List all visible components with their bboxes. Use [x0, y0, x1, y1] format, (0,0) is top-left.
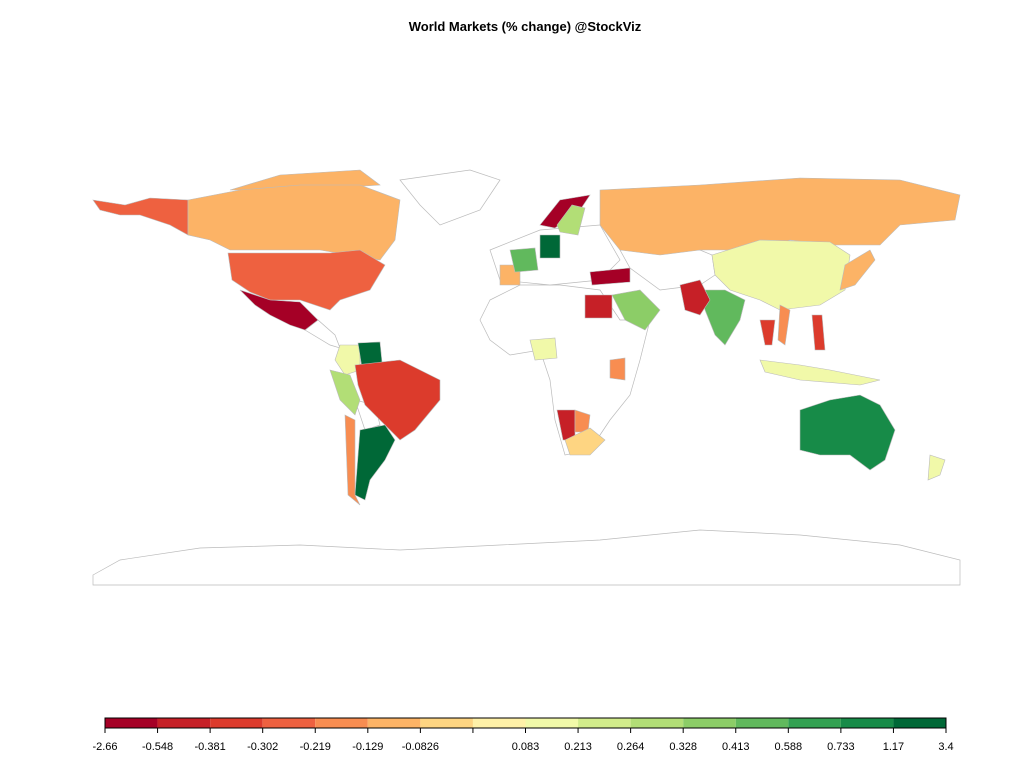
legend-swatch [105, 718, 158, 728]
chart-title: World Markets (% change) @StockViz [409, 19, 642, 34]
legend-swatch [367, 718, 421, 728]
legend-label: 0.083 [512, 741, 540, 753]
legend-swatch [630, 718, 684, 728]
legend-swatch [788, 718, 841, 728]
usa [227, 249, 386, 311]
legend-label: 0.588 [775, 741, 803, 753]
legend-label: 0.413 [722, 741, 750, 753]
kenya [609, 357, 626, 381]
legend-swatch [210, 718, 263, 728]
legend-label: 0.264 [617, 741, 645, 753]
africa [479, 284, 651, 456]
legend-swatch [262, 718, 316, 728]
argentina [354, 424, 396, 501]
saudi-arabia [611, 289, 661, 331]
germany [539, 234, 561, 259]
mexico [239, 289, 319, 331]
pakistan [679, 279, 711, 316]
legend-label: 1.17 [883, 741, 904, 753]
legend-label: -0.381 [195, 741, 226, 753]
legend-swatch [683, 718, 736, 728]
chile [344, 414, 361, 506]
south-africa [564, 427, 606, 456]
china [711, 239, 851, 311]
legend-swatch [840, 718, 894, 728]
egypt [584, 294, 613, 319]
legend-swatch [472, 718, 526, 728]
philippines [811, 314, 826, 351]
new-zealand [927, 454, 946, 481]
canada [187, 184, 401, 261]
japan [839, 249, 876, 291]
legend: -2.66 -0.548 -0.381 -0.302 -0.219 -0.129 -0.08… [92, 717, 954, 753]
legend-label: -0.0826 [402, 741, 439, 753]
legend-swatch [735, 718, 789, 728]
legend-label: -0.302 [247, 741, 278, 753]
legend-label: -0.129 [352, 741, 383, 753]
nigeria [529, 337, 558, 361]
norway [539, 194, 591, 229]
vietnam [777, 304, 791, 346]
legend-label: 0.328 [669, 741, 697, 753]
world-map [92, 169, 961, 586]
india [699, 289, 746, 346]
legend-swatch [578, 718, 631, 728]
brazil [354, 359, 441, 441]
thailand [759, 319, 776, 346]
legend-swatch [893, 718, 946, 728]
australia [799, 394, 896, 471]
legend-label: -0.219 [300, 741, 331, 753]
russia [599, 177, 961, 256]
central-asia [619, 249, 716, 291]
sweden [556, 204, 586, 236]
alaska [92, 197, 189, 236]
legend-swatch [420, 718, 473, 728]
peru [329, 369, 361, 416]
legend-swatch [157, 718, 211, 728]
legend-swatch [315, 718, 368, 728]
indonesia [759, 359, 881, 386]
france [509, 247, 539, 273]
legend-label: -0.548 [142, 741, 173, 753]
legend-label: -2.66 [92, 741, 117, 753]
legend-swatch [525, 718, 579, 728]
legend-label: 0.213 [564, 741, 592, 753]
legend-label: 0.733 [827, 741, 855, 753]
turkey [589, 267, 631, 286]
colombia [334, 344, 361, 376]
legend-label: 3.4 [938, 741, 953, 753]
antarctica [92, 529, 961, 586]
greenland [399, 169, 501, 226]
